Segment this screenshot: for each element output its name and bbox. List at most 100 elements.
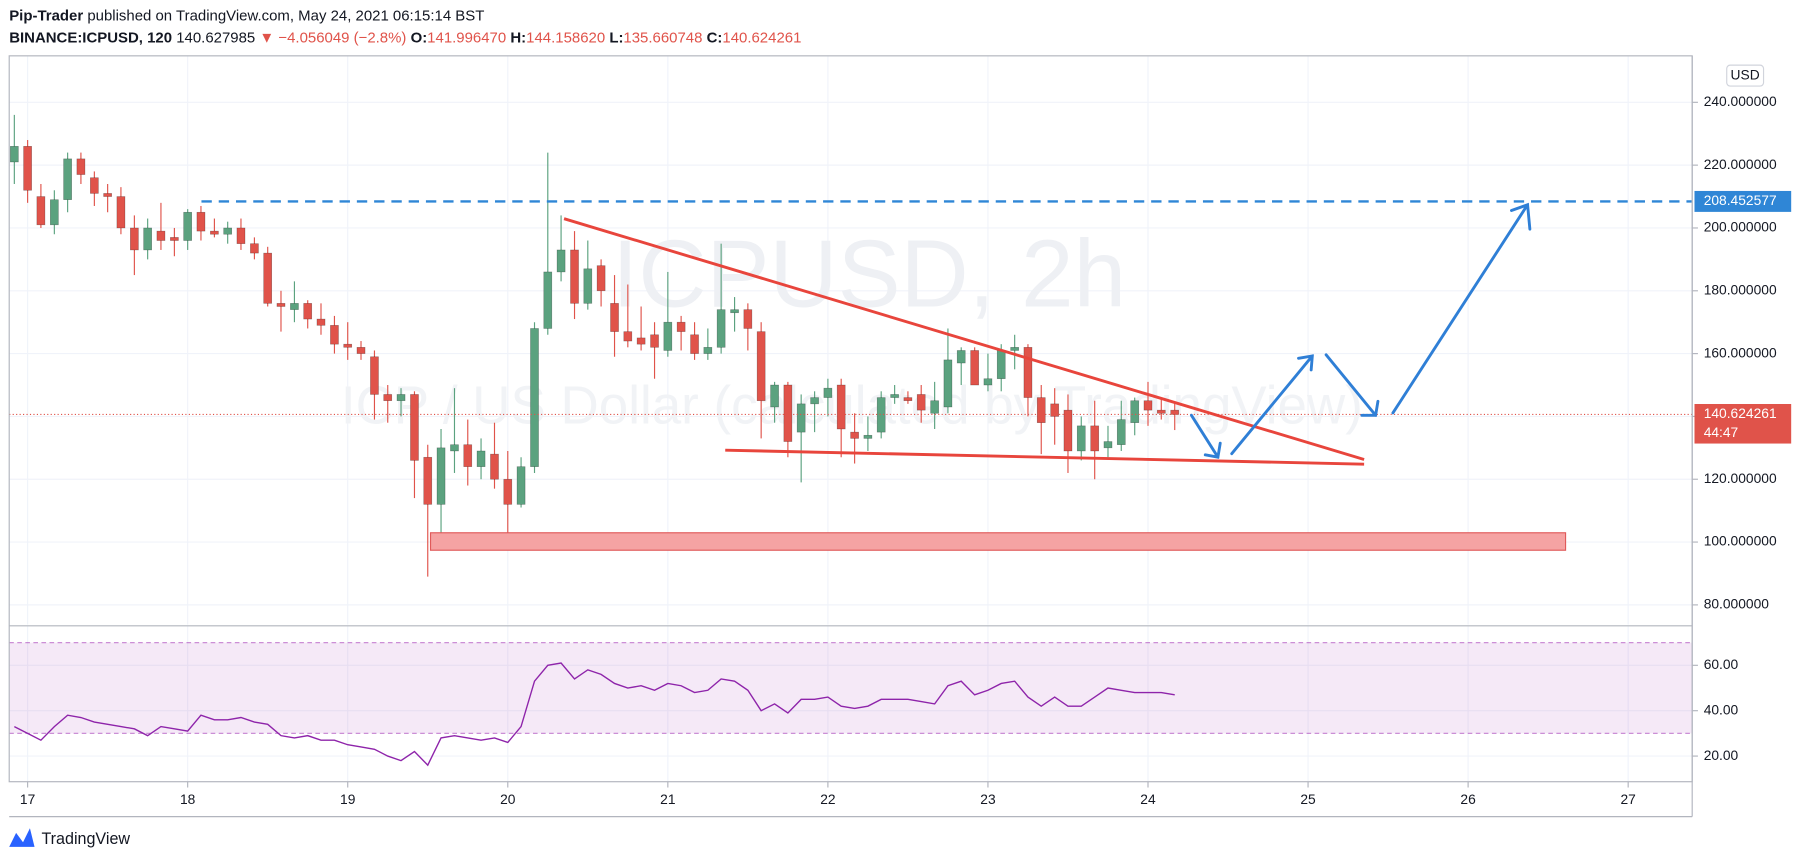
brand-logo: TradingView <box>9 828 130 848</box>
candle-body <box>650 334 659 348</box>
x-tick-label: 23 <box>980 791 996 807</box>
candle-body <box>290 303 299 310</box>
candle-body <box>410 394 419 461</box>
candle-body <box>356 347 366 354</box>
grid <box>9 55 1693 782</box>
candle-body <box>143 227 152 251</box>
y-tick-label: 160.000000 <box>1704 344 1777 360</box>
candle-body <box>1090 425 1100 452</box>
change-arrow: ▼ <box>259 29 274 46</box>
axes: 17 18 19 20 21 22 23 24 25 26 27 80.000000 100.00000… <box>20 93 1792 807</box>
candle-body <box>263 252 273 304</box>
last-price-label: 140.624261 <box>1704 405 1777 421</box>
candle-body <box>490 453 499 480</box>
candle-body <box>690 334 699 354</box>
candle-body <box>1036 397 1046 423</box>
candle-body <box>436 447 446 505</box>
candle-body <box>383 394 393 402</box>
candle-body <box>1076 425 1086 452</box>
trend-line <box>725 448 1365 466</box>
x-tick-label: 22 <box>820 791 836 807</box>
trend-line <box>563 217 1365 461</box>
candle-body <box>1116 419 1126 445</box>
candle-body <box>623 331 633 342</box>
x-tick-label: 17 <box>20 791 36 807</box>
candle-body <box>770 384 779 408</box>
candle-body <box>836 384 846 430</box>
candle-body <box>916 394 926 411</box>
symbol: BINANCE:ICPUSD, 120 <box>9 29 172 46</box>
y-tick-label: 200.000000 <box>1704 219 1777 235</box>
candle-body <box>316 318 326 326</box>
candle-body <box>1143 400 1153 411</box>
ohlc-value: 135.660748 <box>623 29 702 46</box>
candle-body <box>530 328 539 467</box>
projection-arrows <box>1189 202 1532 459</box>
candle-body <box>423 456 433 505</box>
x-tick-label: 25 <box>1300 791 1316 807</box>
y-tick-label: 40.00 <box>1704 701 1739 717</box>
candle-body <box>903 397 913 402</box>
candle-body <box>796 403 806 433</box>
candle-body <box>596 265 606 292</box>
published: published on TradingView.com, May 24, 20… <box>87 7 484 24</box>
ohlc-key: L: <box>609 29 623 46</box>
candle-body <box>583 268 593 304</box>
candle-body <box>63 158 72 200</box>
candle-body <box>156 230 166 241</box>
candle-body <box>676 321 686 332</box>
candle-body <box>730 309 739 314</box>
header-line: BINANCE:ICPUSD, 120 140.627985 ▼ −4.0560… <box>9 29 801 46</box>
last-price-box <box>1694 403 1792 444</box>
candle-body <box>170 237 179 241</box>
candle-body <box>1050 403 1060 417</box>
currency-box[interactable] <box>1726 64 1765 87</box>
candle-body <box>303 303 313 320</box>
level-label: 208.452577 <box>1704 192 1777 208</box>
arrow <box>1230 354 1314 456</box>
candle-body <box>610 303 619 332</box>
level-label-box <box>1694 190 1792 212</box>
x-tick-label: 24 <box>1140 791 1156 807</box>
candle-body <box>90 177 99 194</box>
candle-body <box>50 199 59 226</box>
countdown: 44:47 <box>1704 424 1739 440</box>
candle-body <box>783 384 793 442</box>
candle-body <box>450 444 459 452</box>
arrow <box>1391 202 1532 415</box>
y-tick-label: 100.000000 <box>1704 533 1777 549</box>
candle-body <box>970 350 979 386</box>
y-tick-label: 20.00 <box>1704 747 1739 763</box>
logo-icon <box>9 828 35 847</box>
candle-body <box>743 309 753 329</box>
candle-body <box>476 450 486 467</box>
candle-body <box>703 347 713 354</box>
ohlc-key: O: <box>411 29 428 46</box>
y-tick-label: 180.000000 <box>1704 281 1777 297</box>
candle-body <box>36 196 46 226</box>
candle-body <box>983 378 993 386</box>
candle-body <box>716 309 726 348</box>
candle-body <box>330 325 339 345</box>
candle-body <box>636 337 646 345</box>
ohlc-value: 140.624261 <box>722 29 801 46</box>
candle-body <box>116 196 126 229</box>
candle-body <box>196 211 206 232</box>
candle-body <box>463 444 473 467</box>
candle-body <box>10 146 19 163</box>
x-tick-label: 20 <box>500 791 516 807</box>
ohlc-key: C: <box>707 29 723 46</box>
candle-body <box>890 394 899 398</box>
frames <box>8 55 1693 818</box>
candle-body <box>210 230 219 235</box>
x-tick-label: 18 <box>180 791 196 807</box>
last-price: 140.627985 <box>176 29 255 46</box>
watermark-description: ICP / US Dollar (calculated by TradingVi… <box>341 376 1363 435</box>
candle-body <box>1010 347 1019 351</box>
candle-body <box>396 394 406 402</box>
brand: TradingView <box>41 830 130 848</box>
author: Pip-Trader <box>9 7 83 24</box>
y-tick-label: 120.000000 <box>1704 470 1777 486</box>
ohlc-value: 141.996470 <box>427 29 506 46</box>
